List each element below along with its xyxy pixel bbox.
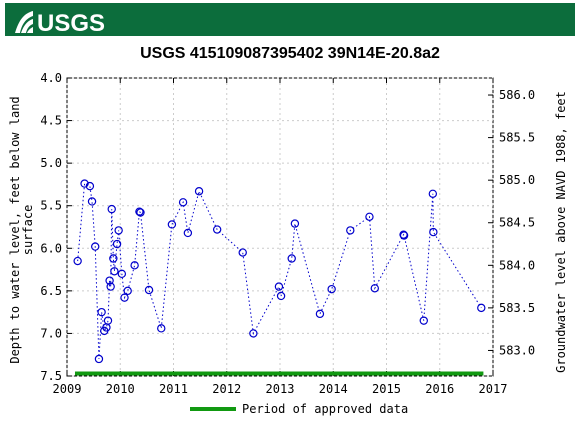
data-point bbox=[365, 212, 374, 221]
left-y-tick-label: 6.0 bbox=[40, 241, 62, 255]
data-point bbox=[370, 284, 379, 293]
right-y-tick-label: 586.0 bbox=[499, 88, 535, 102]
data-point bbox=[117, 269, 127, 279]
left-y-axis-ticks: 4.0 4.5 5.0 5.5 6.0 6.5 7.0 7.5 bbox=[40, 71, 72, 383]
legend-label: Period of approved data bbox=[242, 402, 408, 416]
data-point bbox=[94, 354, 104, 364]
x-tick-label: 2013 bbox=[266, 382, 295, 396]
left-y-tick-label: 5.0 bbox=[40, 156, 62, 170]
data-point bbox=[428, 189, 438, 198]
data-point bbox=[290, 219, 300, 228]
data-point bbox=[157, 324, 166, 333]
x-tick-label: 2017 bbox=[479, 382, 508, 396]
series-line bbox=[77, 182, 482, 359]
chart-title: USGS 415109087395402 39N14E-20.8a2 bbox=[140, 45, 440, 62]
data-point bbox=[249, 329, 258, 338]
data-point bbox=[429, 227, 438, 237]
svg-text:USGS: USGS bbox=[37, 10, 105, 35]
data-point bbox=[80, 179, 89, 188]
data-point bbox=[274, 282, 284, 291]
right-y-tick-label: 585.0 bbox=[499, 173, 535, 187]
usgs-banner: USGS bbox=[5, 3, 575, 36]
data-point bbox=[97, 307, 106, 317]
right-y-tick-label: 584.0 bbox=[499, 258, 535, 272]
data-point bbox=[276, 291, 286, 301]
right-y-tick-label: 584.5 bbox=[499, 216, 535, 230]
data-point bbox=[107, 204, 116, 214]
data-point bbox=[112, 239, 122, 249]
data-point bbox=[105, 276, 114, 285]
data-point bbox=[178, 198, 188, 207]
data-point bbox=[135, 207, 144, 216]
left-y-tick-label: 7.0 bbox=[40, 326, 62, 340]
right-y-tick-label: 585.5 bbox=[499, 131, 535, 145]
data-point bbox=[419, 316, 428, 325]
data-point bbox=[114, 226, 123, 235]
data-point bbox=[106, 282, 115, 291]
data-point bbox=[287, 254, 296, 263]
x-tick-label: 2009 bbox=[53, 382, 82, 396]
data-point bbox=[346, 226, 355, 235]
data-point bbox=[194, 187, 204, 196]
x-tick-label: 2015 bbox=[372, 382, 401, 396]
usgs-logo-icon: USGS bbox=[15, 10, 105, 35]
data-point bbox=[87, 197, 97, 206]
right-y-tick-label: 583.0 bbox=[499, 343, 535, 357]
plot-area bbox=[66, 77, 494, 377]
data-point bbox=[238, 248, 247, 257]
data-series bbox=[73, 179, 486, 364]
right-axis-label: Groundwater level above NAVD 1988, feet bbox=[554, 91, 568, 373]
right-y-tick-label: 583.5 bbox=[499, 301, 535, 315]
data-point bbox=[144, 285, 154, 295]
x-tick-label: 2011 bbox=[159, 382, 188, 396]
left-axis-label: Depth to water level, feet below land su… bbox=[8, 96, 35, 363]
data-point bbox=[327, 284, 336, 294]
left-axis-label-line1: Depth to water level, feet below land bbox=[8, 96, 22, 363]
left-y-tick-label: 7.5 bbox=[40, 369, 62, 383]
data-point bbox=[91, 242, 100, 251]
data-point bbox=[110, 267, 119, 276]
x-tick-label: 2014 bbox=[319, 382, 348, 396]
left-y-tick-label: 4.0 bbox=[40, 71, 62, 85]
data-point bbox=[477, 303, 486, 313]
left-y-tick-label: 6.5 bbox=[40, 284, 62, 298]
left-y-tick-label: 5.5 bbox=[40, 199, 62, 213]
left-axis-label-line2: surface bbox=[21, 205, 35, 256]
data-point bbox=[85, 181, 95, 191]
data-point bbox=[120, 293, 129, 302]
right-y-axis-ticks: 583.0 583.5 584.0 584.5 585.0 585.5 586.0 bbox=[488, 88, 535, 357]
data-point bbox=[103, 316, 113, 325]
data-point bbox=[167, 220, 177, 229]
data-point bbox=[212, 225, 222, 234]
data-point bbox=[399, 231, 409, 240]
data-point bbox=[315, 309, 325, 319]
data-point bbox=[183, 228, 193, 238]
data-point bbox=[109, 254, 118, 263]
grid-lines bbox=[66, 77, 494, 377]
x-tick-label: 2016 bbox=[425, 382, 454, 396]
legend: Period of approved data bbox=[190, 402, 408, 416]
data-point bbox=[136, 208, 145, 217]
data-point bbox=[73, 256, 82, 266]
left-y-tick-label: 4.5 bbox=[40, 114, 62, 128]
x-tick-label: 2012 bbox=[212, 382, 241, 396]
data-point bbox=[123, 286, 132, 296]
data-point bbox=[130, 261, 139, 270]
x-tick-label: 2010 bbox=[106, 382, 135, 396]
